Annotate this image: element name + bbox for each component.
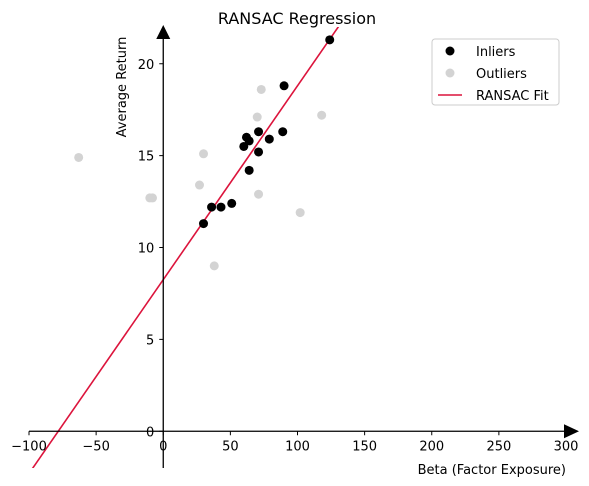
x-tick-label: 150	[352, 439, 377, 454]
legend-entry-label: RANSAC Fit	[476, 89, 549, 104]
outlier-point	[148, 193, 158, 203]
y-tick-label: 15	[138, 150, 155, 165]
y-tick-label: 5	[146, 333, 154, 348]
inlier-point	[199, 219, 209, 229]
y-tick-label: 10	[138, 242, 155, 257]
x-tick-label: 50	[222, 439, 239, 454]
legend: Inliers Outliers RANSAC Fit	[431, 38, 560, 106]
outlier-point	[252, 112, 262, 122]
inlier-point	[244, 165, 254, 175]
y-axis-arrow-icon	[156, 25, 171, 39]
outlier-point	[209, 261, 219, 271]
y-tick-label: 0	[146, 425, 154, 440]
inlier-point	[244, 136, 254, 146]
inlier-point	[325, 35, 335, 45]
outlier-point	[256, 84, 266, 94]
y-tick-label: 20	[138, 58, 155, 73]
legend-marker-swatch	[445, 46, 455, 56]
outlier-point	[254, 189, 264, 199]
outlier-point	[199, 149, 209, 159]
inlier-point	[278, 127, 288, 137]
x-tick-label: −50	[82, 439, 109, 454]
outlier-point	[74, 152, 84, 162]
inlier-point	[207, 202, 217, 212]
inlier-point	[264, 134, 274, 144]
x-tick-label: 0	[159, 439, 167, 454]
x-tick-label: 100	[285, 439, 310, 454]
legend-marker-swatch	[445, 68, 455, 78]
inlier-point	[254, 127, 264, 137]
outlier-point	[317, 110, 327, 120]
x-tick-label: 300	[554, 439, 579, 454]
x-axis-arrow-icon	[564, 424, 579, 439]
ransac-fit-line	[31, 27, 340, 468]
x-tick-label: 200	[419, 439, 444, 454]
inlier-point	[279, 81, 289, 91]
y-axis-label: Average Return	[115, 37, 130, 138]
legend-box	[431, 38, 560, 106]
legend-entry-label: Inliers	[476, 45, 516, 60]
chart-title: RANSAC Regression	[218, 9, 376, 28]
x-tick-label: 250	[486, 439, 511, 454]
inlier-point	[239, 141, 249, 151]
x-axis-label: Beta (Factor Exposure)	[418, 463, 566, 478]
inlier-point	[216, 202, 226, 212]
legend-entry-label: Outliers	[476, 67, 527, 82]
x-tick-label: −100	[11, 439, 47, 454]
inlier-point	[227, 198, 237, 208]
outlier-point	[295, 208, 305, 218]
outlier-point	[194, 180, 204, 190]
inlier-point	[254, 147, 264, 157]
